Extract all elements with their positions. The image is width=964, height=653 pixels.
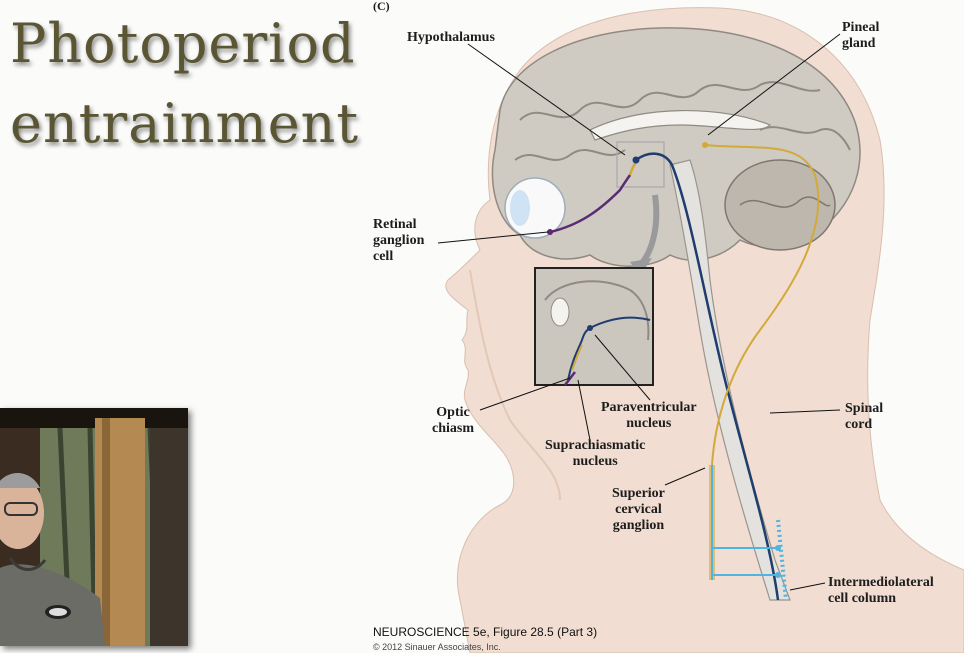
label-optic-chiasm: Optic chiasm (432, 405, 474, 436)
inset-panel (534, 267, 654, 386)
cerebellum (724, 159, 836, 251)
figure-copyright: © 2012 Sinauer Associates, Inc. (373, 642, 501, 652)
label-suprachiasmatic-nucleus: Suprachiasmatic nucleus (545, 438, 646, 469)
figure-caption: NEUROSCIENCE 5e, Figure 28.5 (Part 3) (373, 625, 598, 639)
label-hypothalamus: Hypothalamus (407, 30, 495, 45)
label-retinal-ganglion-cell: Retinal ganglion cell (373, 217, 425, 264)
label-paraventricular-nucleus: Paraventricular nucleus (601, 400, 697, 431)
retinal-pathway (549, 174, 632, 234)
label-spinal-cord: Spinal cord (845, 401, 884, 432)
slide-title-line-1: Photoperiod (10, 12, 356, 75)
label-superior-cervical-ganglion: Superior cervical ganglion (612, 486, 665, 533)
label-pineal-gland: Pineal gland (842, 20, 880, 51)
panel-letter: (C) (373, 0, 390, 13)
slide-title-line-2: entrainment (10, 92, 360, 155)
blue-pathway (635, 152, 780, 601)
presenter-face (0, 477, 44, 549)
yellow-pathway (704, 144, 820, 466)
hypothalamus-box (616, 141, 665, 188)
presenter-video (0, 408, 188, 646)
label-intermediolateral-cell-column: Intermediolateral cell column (828, 575, 934, 606)
